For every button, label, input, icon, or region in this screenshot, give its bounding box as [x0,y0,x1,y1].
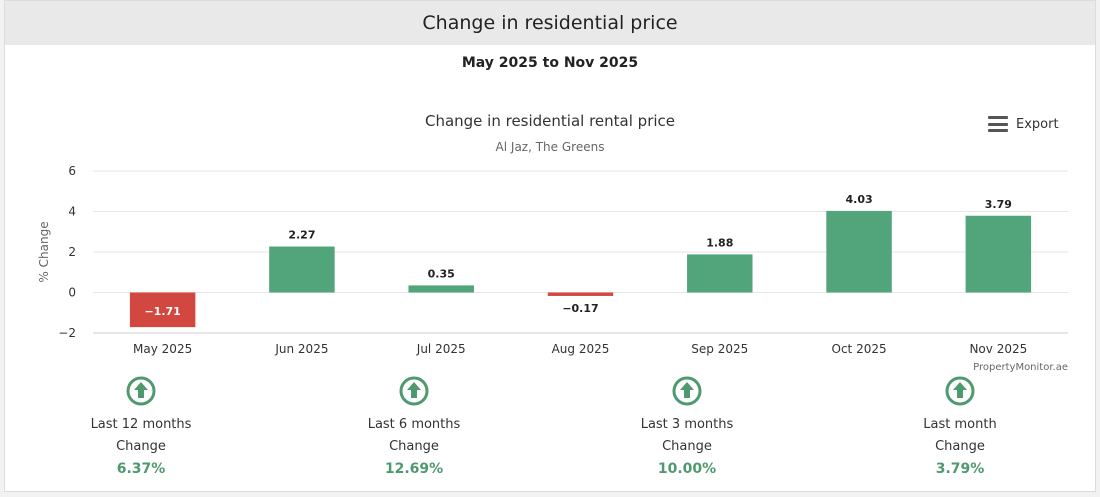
stat-sub-label: Change [662,439,712,454]
grid-lines [93,170,1068,334]
stat-period-label: Last 3 months [640,417,734,432]
chart-subtitle: Al Jaz, The Greens [496,140,605,154]
stat-value: 12.69% [384,461,444,477]
stat-period-label: Last 6 months [367,417,461,432]
chart-title: Change in residential rental price [425,112,675,130]
x-tick-label: Sep 2025 [691,342,748,356]
y-tick-label: −2 [58,326,76,340]
card-title: Change in residential price [5,1,1095,45]
x-tick-label: Aug 2025 [552,342,610,356]
export-label: Export [1016,116,1059,132]
data-label: 4.03 [846,193,873,206]
y-tick-label: 6 [68,164,76,178]
y-axis-ticks: −2 0 2 4 6 [58,164,76,340]
chart-card: Change in residential price May 2025 to … [4,0,1096,492]
bar-nov-2025 [965,215,1032,293]
date-range: May 2025 to Nov 2025 [461,55,639,71]
stat-last-6-months: Last 6 months Change 12.69% [324,376,504,480]
x-tick-label: May 2025 [133,342,192,356]
stat-sub-label: Change [935,439,985,454]
stat-value: 6.37% [116,461,166,477]
data-label: −0.17 [562,302,598,315]
y-tick-label: 4 [68,205,76,219]
stat-last-12-months: Last 12 months Change 6.37% [51,376,231,480]
stat-value: 10.00% [657,461,717,477]
x-axis-ticks: May 2025 Jun 2025 Jul 2025 Aug 2025 Sep 2025… [133,342,1027,356]
stat-period-label: Last month [923,417,997,432]
x-tick-label: Oct 2025 [832,342,887,356]
data-label: 1.88 [706,236,733,249]
up-arrow-circle-icon [945,376,975,406]
stat-last-month: Last month Change 3.79% [870,376,1050,480]
y-axis-title: % Change [37,221,51,282]
stat-sub-label: Change [116,439,166,454]
chart-credit[interactable]: PropertyMonitor.ae [973,362,1068,373]
data-label: 2.27 [288,229,315,242]
y-tick-label: 2 [68,245,76,259]
bar-sep-2025 [687,254,753,293]
stat-last-3-months: Last 3 months Change 10.00% [597,376,777,480]
y-tick-label: 0 [68,286,76,300]
stat-period-label: Last 12 months [90,417,192,432]
bar-series: −1.71 2.27 0.35 −0.17 1.88 4.03 3.79 [129,193,1032,328]
up-arrow-circle-icon [672,376,702,406]
x-tick-label: Jun 2025 [274,342,328,356]
up-arrow-circle-icon [399,376,429,406]
bar-may-2025 [129,292,196,328]
data-label: 3.79 [985,198,1012,211]
x-tick-label: Jul 2025 [416,342,466,356]
stat-sub-label: Change [389,439,439,454]
export-button[interactable]: Export [988,116,1059,132]
bar-oct-2025 [826,210,892,293]
bar-jun-2025 [269,246,335,293]
data-label: 0.35 [428,267,455,280]
bar-aug-2025 [547,292,614,296]
menu-icon [988,116,1008,132]
up-arrow-circle-icon [126,376,156,406]
stat-value: 3.79% [935,461,985,477]
bar-jul-2025 [408,285,474,293]
data-label: −1.71 [144,305,180,318]
x-tick-label: Nov 2025 [969,342,1027,356]
